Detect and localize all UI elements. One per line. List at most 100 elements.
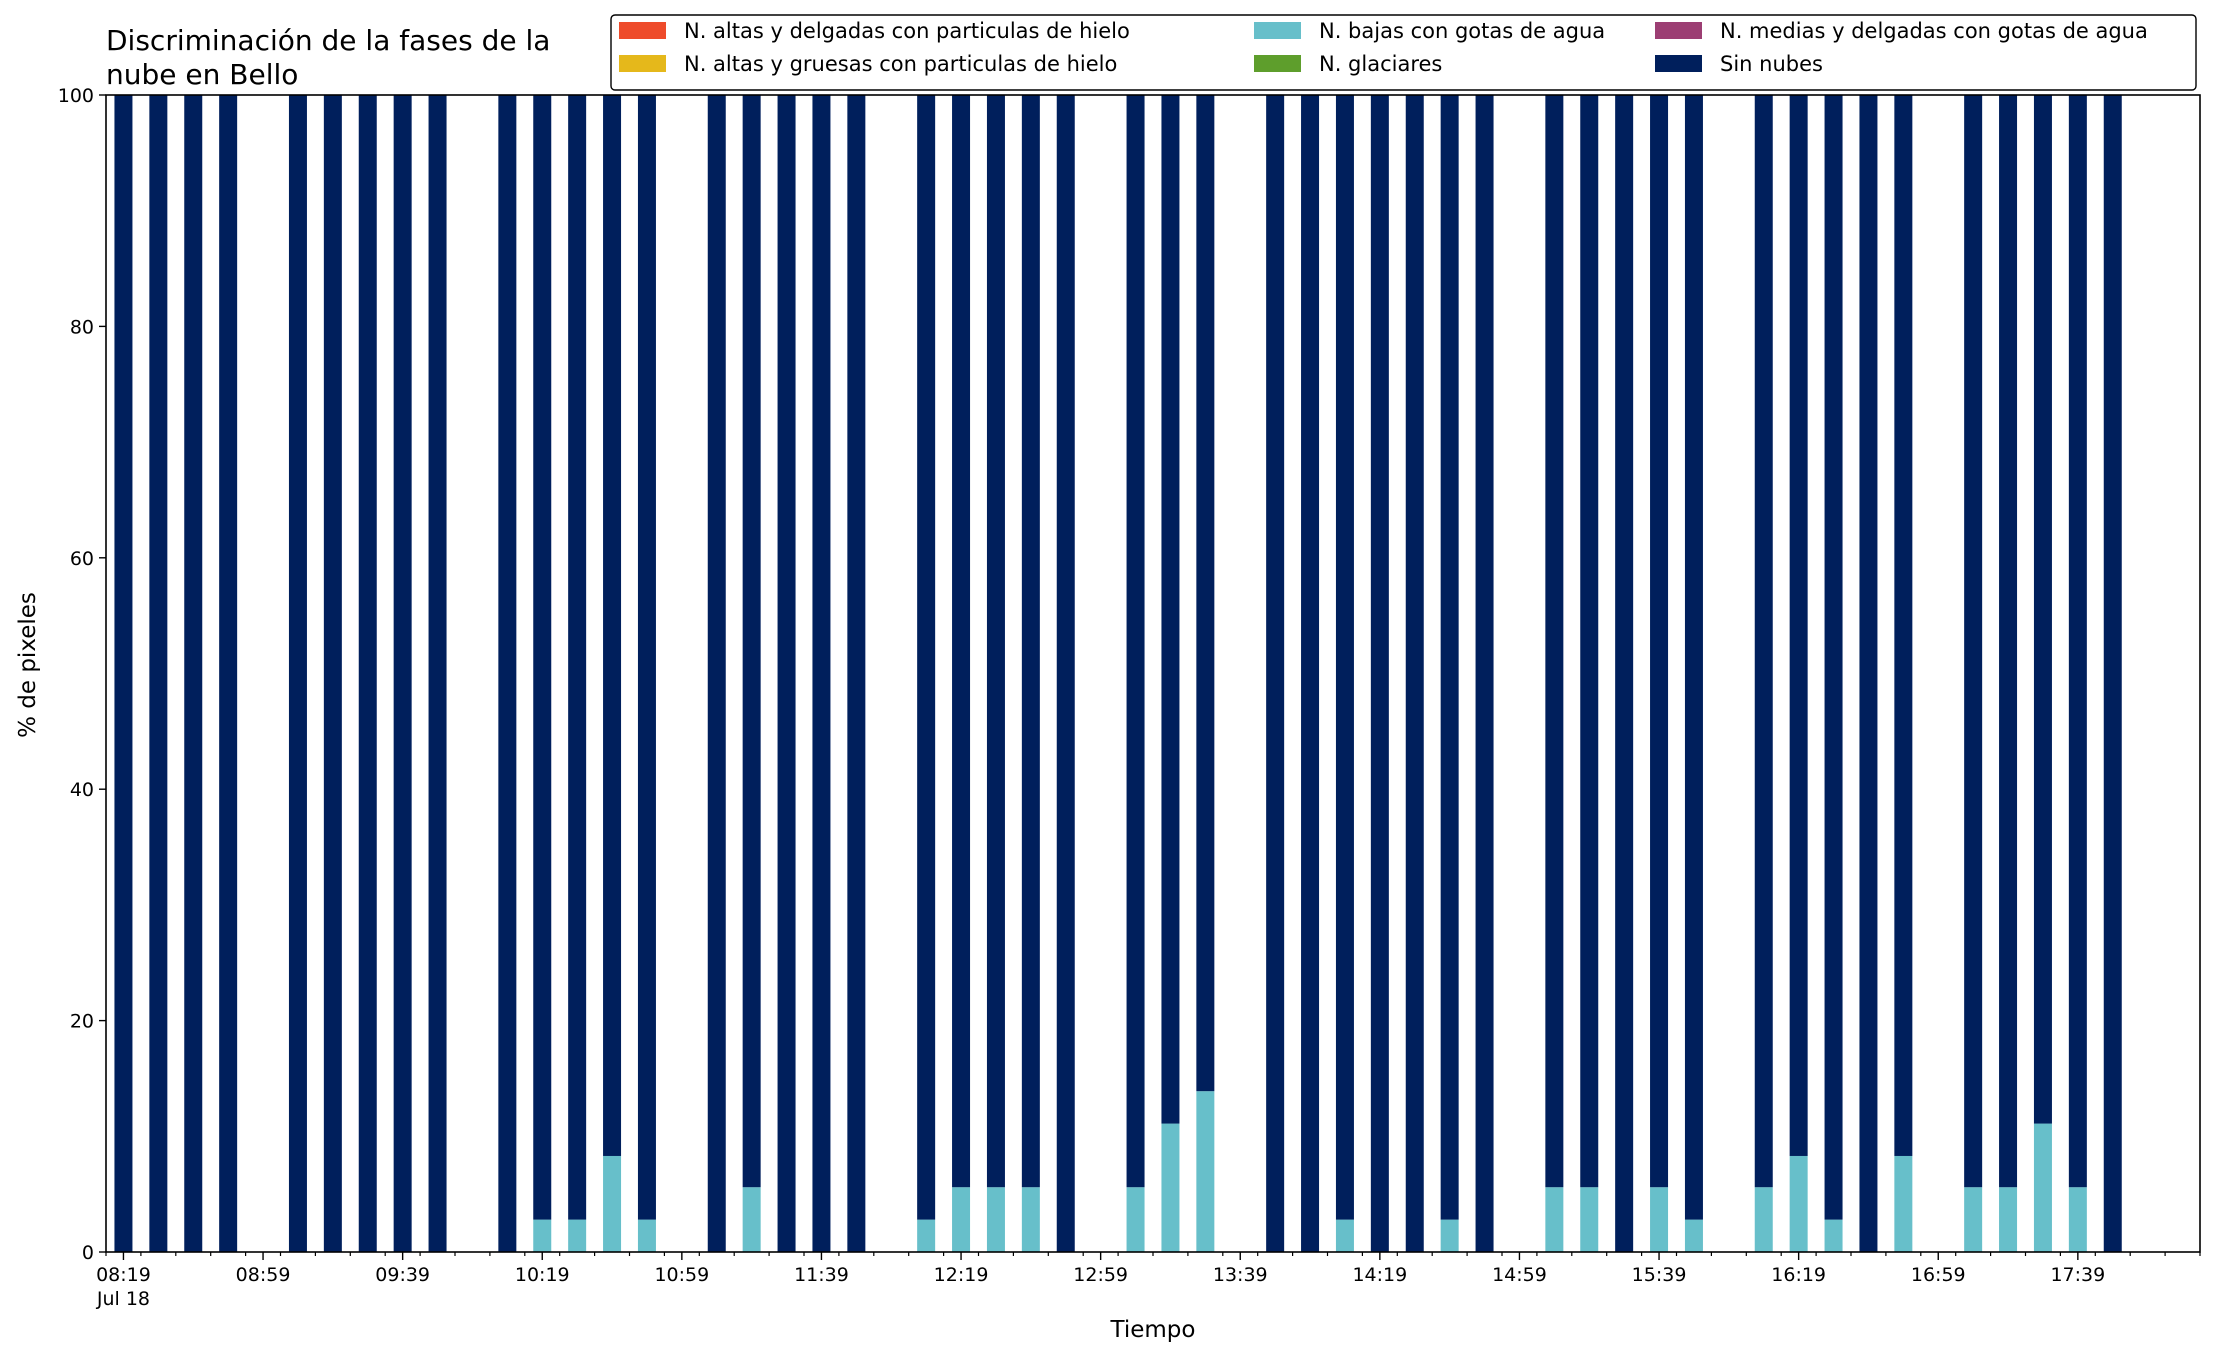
bar-segment-15:19-series-5 (1580, 95, 1599, 1188)
bar-segment-12:09-series-5 (917, 95, 936, 1220)
x-tick-label: 08:59 (236, 1264, 291, 1286)
x-tick-label: 08:19 (96, 1264, 151, 1286)
y-tick-label: 100 (58, 85, 94, 107)
bar-segment-12:19-series-5 (952, 95, 971, 1188)
legend-label: N. glaciares (1319, 52, 1442, 76)
x-tick-label: 16:59 (1911, 1264, 1966, 1286)
bar-segment-16:19-series-2 (1789, 1155, 1808, 1252)
bar-segment-11:49-series-5 (847, 95, 866, 1252)
bar-segment-13:59-series-5 (1301, 95, 1320, 1252)
bar-segment-15:49-series-5 (1684, 95, 1703, 1220)
x-tick-label: 10:59 (654, 1264, 709, 1286)
x-date-label: Jul 18 (96, 1288, 150, 1310)
bar-segment-16:09-series-2 (1754, 1187, 1773, 1252)
bar-segment-11:19-series-2 (742, 1187, 761, 1252)
bar-segment-09:49-series-5 (428, 95, 447, 1252)
x-tick-label: 16:19 (1771, 1264, 1826, 1286)
bar-segment-17:39-series-5 (2068, 95, 2087, 1188)
bar-segment-10:19-series-5 (533, 95, 552, 1220)
bar-segment-12:49-series-5 (1056, 95, 1075, 1252)
legend-swatch (1254, 55, 1301, 72)
bar-segment-08:19-series-5 (114, 95, 133, 1252)
bar-segment-11:19-series-5 (742, 95, 761, 1188)
bar-segment-15:19-series-2 (1580, 1187, 1599, 1252)
y-tick-label: 40 (70, 779, 94, 801)
bar-segment-10:39-series-5 (603, 95, 622, 1156)
bar-segment-15:09-series-5 (1545, 95, 1564, 1188)
bar-segment-12:09-series-2 (917, 1219, 936, 1252)
x-axis-title: Tiempo (1110, 1317, 1196, 1343)
bar-segment-11:29-series-5 (777, 95, 796, 1252)
x-tick-label: 13:39 (1213, 1264, 1268, 1286)
bar-segment-13:49-series-5 (1266, 95, 1285, 1252)
legend-swatch (619, 55, 666, 72)
bar-segment-17:09-series-2 (1964, 1187, 1983, 1252)
legend-swatch (1254, 22, 1301, 39)
bar-segment-09:29-series-5 (358, 95, 377, 1252)
bar-segment-16:19-series-5 (1789, 95, 1808, 1156)
y-axis-title: % de pixeles (15, 592, 41, 738)
chart-title-line-2: nube en Bello (106, 58, 298, 91)
bar-segment-10:29-series-2 (568, 1219, 587, 1252)
legend-label: N. altas y delgadas con particulas de hi… (684, 19, 1130, 43)
x-tick-label: 17:39 (2050, 1264, 2105, 1286)
bar-segment-17:39-series-2 (2068, 1187, 2087, 1252)
bar-group (114, 95, 2122, 1252)
x-tick-label: 10:19 (515, 1264, 570, 1286)
bar-segment-11:39-series-5 (812, 95, 831, 1252)
legend: N. altas y delgadas con particulas de hi… (610, 14, 2197, 91)
bar-segment-16:09-series-5 (1754, 95, 1773, 1188)
bar-segment-08:49-series-5 (219, 95, 238, 1252)
bar-segment-14:39-series-5 (1440, 95, 1459, 1220)
x-tick-label: 09:39 (375, 1264, 430, 1286)
bar-segment-12:39-series-5 (1021, 95, 1040, 1188)
bar-segment-15:39-series-5 (1650, 95, 1669, 1188)
x-tick-label: 14:19 (1352, 1264, 1407, 1286)
bar-segment-09:39-series-5 (393, 95, 412, 1252)
bar-segment-10:09-series-5 (498, 95, 517, 1252)
y-tick-label: 60 (70, 548, 94, 570)
chart-title-line-1: Discriminación de la fases de la (106, 24, 550, 57)
bar-segment-10:49-series-5 (637, 95, 656, 1220)
bar-segment-16:49-series-5 (1894, 95, 1913, 1156)
bar-segment-16:29-series-2 (1824, 1219, 1843, 1252)
y-tick-label: 20 (70, 1011, 94, 1033)
bar-segment-14:49-series-5 (1475, 95, 1494, 1252)
bar-segment-13:29-series-2 (1196, 1091, 1215, 1252)
bar-segment-17:09-series-5 (1964, 95, 1983, 1188)
bar-segment-09:19-series-5 (323, 95, 342, 1252)
bar-segment-13:19-series-5 (1161, 95, 1180, 1124)
legend-frame (610, 14, 2197, 91)
y-tick-label: 80 (70, 316, 94, 338)
x-tick-label: 14:59 (1492, 1264, 1547, 1286)
bar-segment-08:39-series-5 (184, 95, 203, 1252)
bar-segment-16:39-series-5 (1859, 95, 1878, 1252)
bar-segment-15:09-series-2 (1545, 1187, 1564, 1252)
bar-segment-08:29-series-5 (149, 95, 168, 1252)
bar-segment-17:19-series-5 (1999, 95, 2018, 1188)
bar-segment-10:39-series-2 (603, 1155, 622, 1252)
bar-segment-12:29-series-2 (986, 1187, 1005, 1252)
legend-label: N. altas y gruesas con particulas de hie… (684, 52, 1117, 76)
bar-segment-17:19-series-2 (1999, 1187, 2018, 1252)
bar-segment-15:29-series-5 (1615, 95, 1634, 1252)
bar-segment-14:19-series-5 (1370, 95, 1389, 1252)
legend-label: N. bajas con gotas de agua (1319, 19, 1605, 43)
bar-segment-14:09-series-2 (1335, 1219, 1354, 1252)
y-tick-label: 0 (82, 1242, 94, 1264)
bar-segment-15:39-series-2 (1650, 1187, 1669, 1252)
x-tick-label: 12:19 (934, 1264, 989, 1286)
bar-segment-14:39-series-2 (1440, 1219, 1459, 1252)
legend-label: Sin nubes (1720, 52, 1823, 76)
legend-swatch (619, 22, 666, 39)
legend-swatch (1655, 55, 1702, 72)
bar-segment-17:29-series-2 (2033, 1123, 2052, 1252)
bar-segment-10:29-series-5 (568, 95, 587, 1220)
bar-segment-16:29-series-5 (1824, 95, 1843, 1220)
bar-segment-10:19-series-2 (533, 1219, 552, 1252)
bar-segment-13:09-series-5 (1126, 95, 1145, 1188)
bar-segment-13:19-series-2 (1161, 1123, 1180, 1252)
bar-segment-17:49-series-5 (2103, 95, 2122, 1252)
bar-segment-15:49-series-2 (1684, 1219, 1703, 1252)
